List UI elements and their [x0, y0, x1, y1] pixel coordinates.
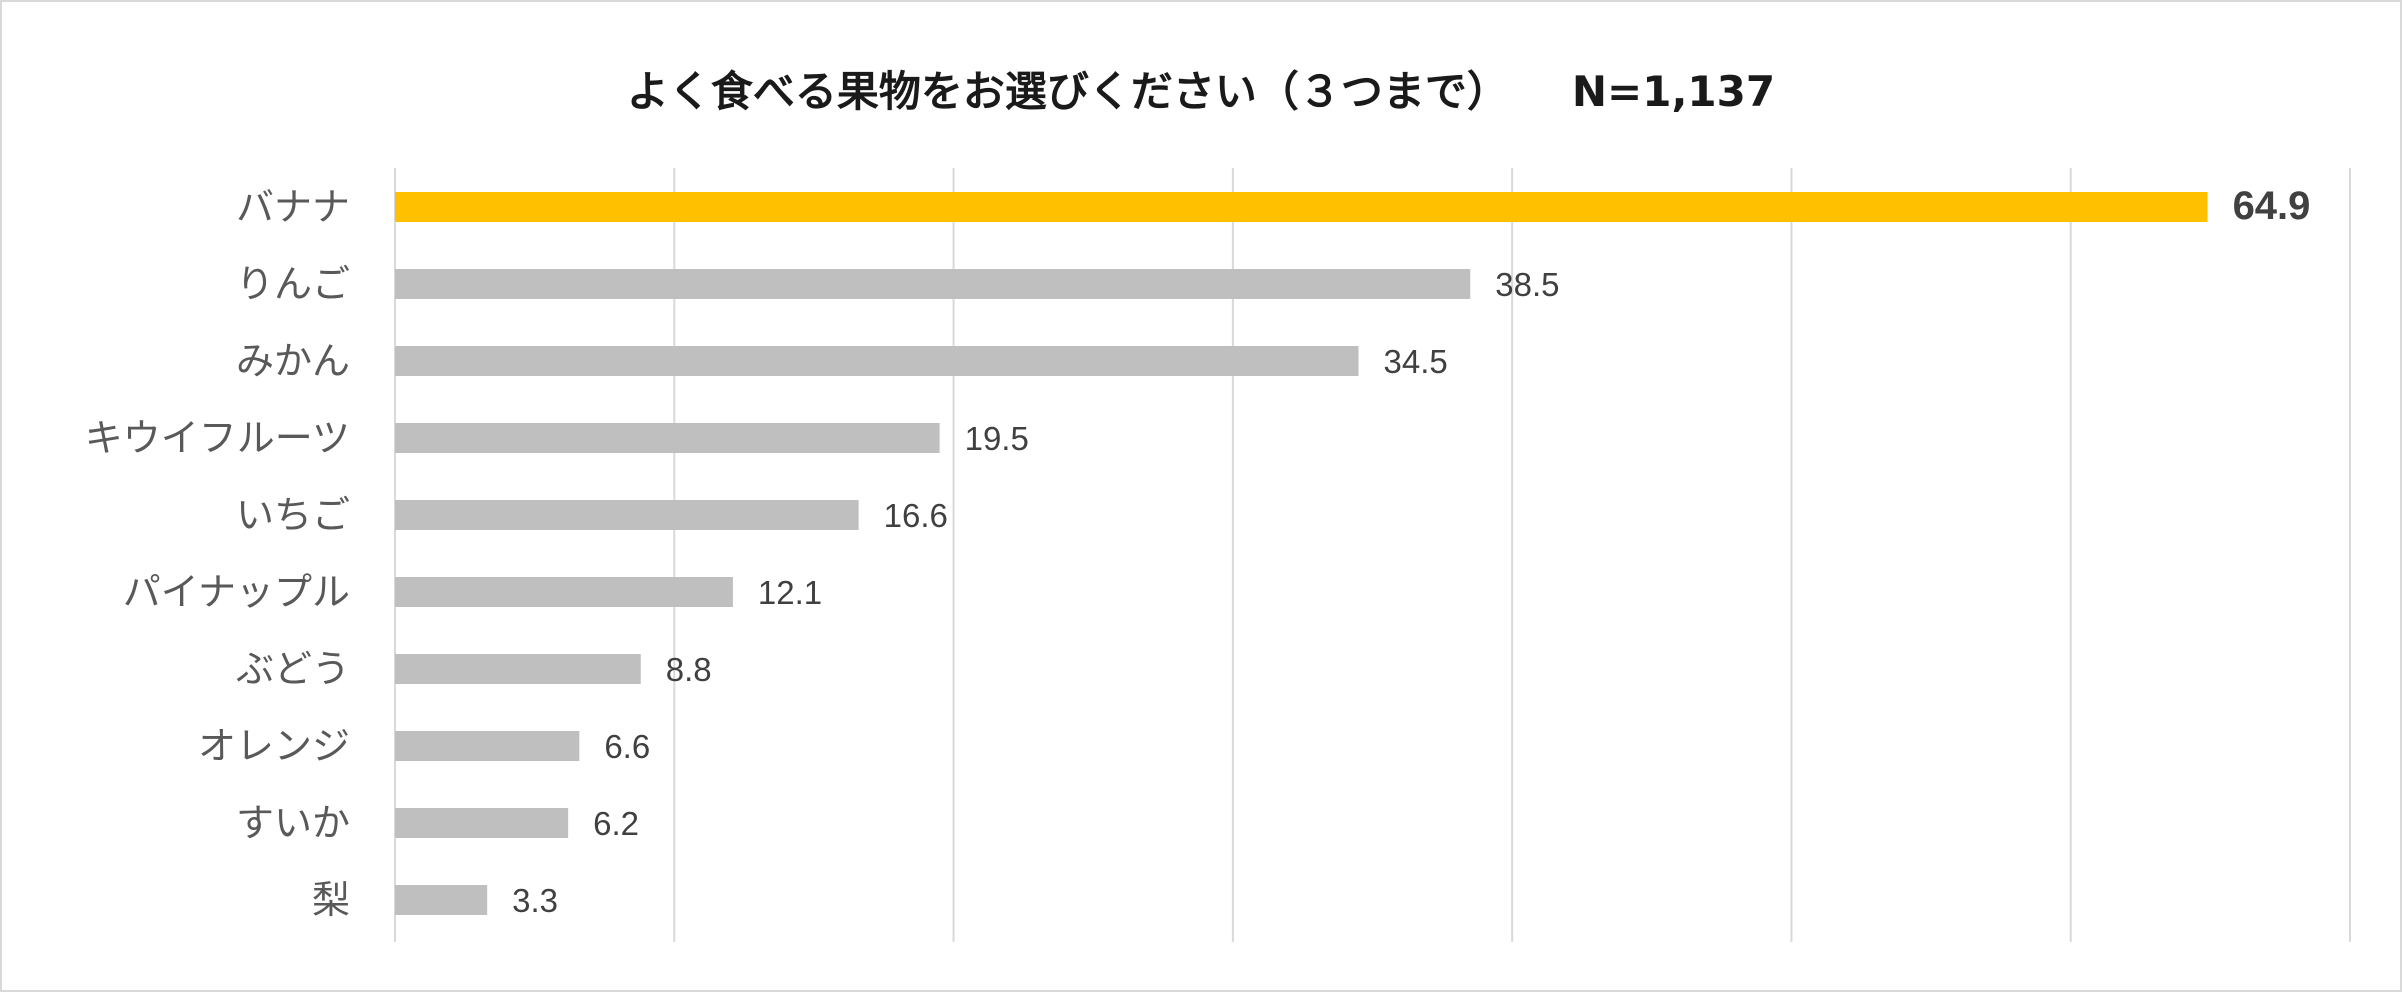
value-label: 12.1	[758, 574, 822, 611]
category-label: オレンジ	[198, 724, 350, 768]
category-label: すいか	[236, 801, 350, 845]
bar	[395, 577, 733, 607]
bar	[395, 731, 580, 761]
bar	[395, 346, 1359, 376]
value-label: 19.5	[965, 420, 1029, 457]
category-label: パイナップル	[123, 570, 350, 614]
category-label: りんご	[236, 262, 350, 306]
bar	[395, 808, 569, 838]
bar-layer	[395, 192, 2208, 915]
value-label: 64.9	[2233, 184, 2311, 228]
bar	[395, 192, 2208, 222]
value-label: 6.6	[604, 728, 650, 765]
value-label: 3.3	[512, 882, 558, 919]
value-label: 34.5	[1384, 343, 1448, 380]
category-label: キウイフルーツ	[85, 416, 350, 460]
bar	[395, 654, 641, 684]
value-label: 8.8	[666, 651, 712, 688]
category-label: みかん	[236, 339, 350, 383]
category-label: ぶどう	[236, 647, 350, 691]
bar	[395, 269, 1471, 299]
bar	[395, 423, 940, 453]
label-layer: バナナ 64.9 りんご 38.5 みかん 34.5 キウイフルーツ 19.5 いちご 16.6 パ…	[85, 184, 2311, 922]
value-label: 6.2	[593, 805, 639, 842]
bar	[395, 885, 488, 915]
category-label: バナナ	[236, 185, 350, 229]
chart-title: よく食べる果物をお選びください（３つまで） N=1,137	[626, 67, 1776, 116]
value-label: 38.5	[1495, 266, 1559, 303]
bar	[395, 500, 859, 530]
value-label: 16.6	[884, 497, 948, 534]
category-label: 梨	[312, 878, 350, 922]
category-label: いちご	[236, 493, 350, 537]
